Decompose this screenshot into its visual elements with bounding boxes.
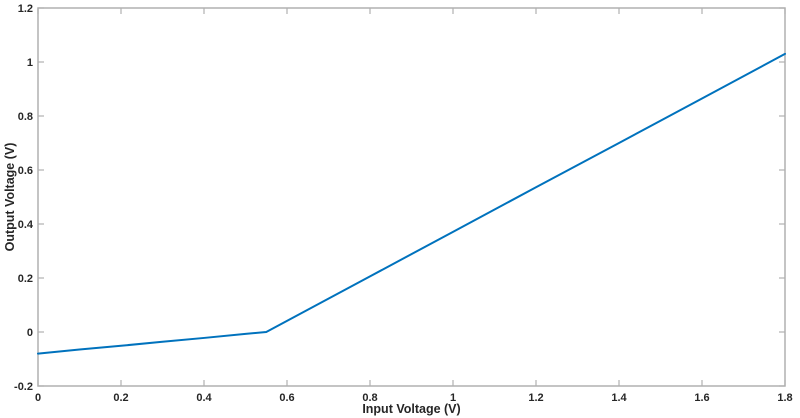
data-line bbox=[37, 52, 786, 355]
y-tick-label: 0.4 bbox=[18, 219, 34, 231]
y-tick-label: -0.2 bbox=[14, 381, 33, 393]
axes-box bbox=[37, 7, 786, 387]
y-axis-label: Output Voltage (V) bbox=[3, 142, 17, 252]
y-tick-label: 0 bbox=[27, 327, 33, 339]
y-tick-label: 1 bbox=[27, 57, 33, 69]
y-tick-label: 1.2 bbox=[18, 3, 33, 15]
y-tick-label: 0.8 bbox=[18, 111, 33, 123]
x-tick-label: 1.8 bbox=[777, 392, 792, 404]
x-tick-label: 1 bbox=[450, 392, 456, 404]
y-tick-label: 0.2 bbox=[18, 273, 33, 285]
y-tick-label: 0.6 bbox=[18, 165, 33, 177]
x-axis-label: Input Voltage (V) bbox=[362, 402, 461, 416]
x-tick-label: 0.2 bbox=[113, 392, 128, 404]
x-tick-label: 1.4 bbox=[611, 392, 627, 404]
x-tick-label: 0.6 bbox=[279, 392, 294, 404]
x-tick-label: 1.6 bbox=[694, 392, 709, 404]
x-tick-label: 0.8 bbox=[362, 392, 377, 404]
x-tick-label: 0.4 bbox=[196, 392, 212, 404]
x-tick-label: 1.2 bbox=[528, 392, 543, 404]
x-tick-label: 0 bbox=[35, 392, 41, 404]
